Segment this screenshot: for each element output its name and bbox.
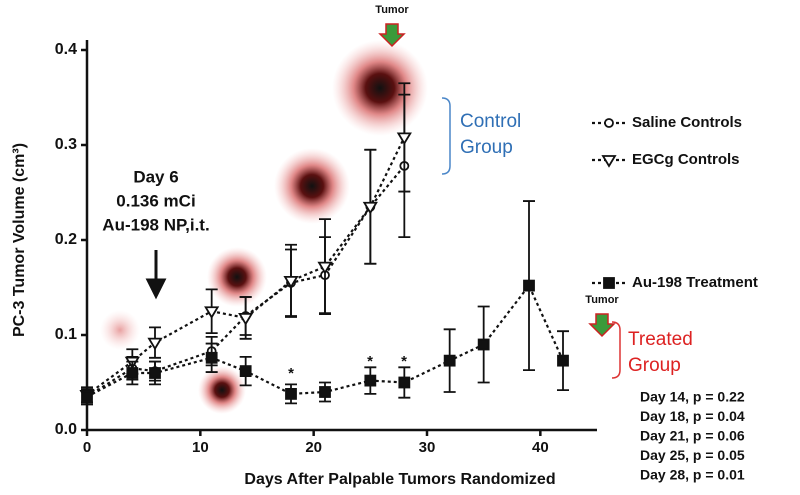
y-tick-label: 0.4 (55, 41, 77, 58)
annotation: Day 6 (133, 167, 178, 186)
significance: * (401, 353, 407, 370)
marker (477, 338, 490, 351)
marker (239, 365, 252, 378)
x-axis-label: Days After Palpable Tumors Randomized (244, 471, 555, 488)
p-value: Day 21, p = 0.06 (640, 428, 745, 444)
marker (443, 354, 456, 367)
marker (319, 386, 331, 398)
y-tick-label: 0.0 (55, 421, 77, 438)
legend-label: Saline Controls (632, 114, 742, 131)
significance: * (288, 365, 294, 382)
annotation: 0.136 mCi (116, 191, 195, 210)
x-tick-label: 0 (83, 439, 91, 456)
marker (81, 390, 93, 403)
marker (126, 367, 139, 379)
treated-brace (611, 321, 621, 379)
marker (364, 374, 377, 387)
marker (205, 351, 218, 364)
p-value: Day 14, p = 0.22 (640, 389, 745, 405)
legend-marker (603, 277, 615, 289)
x-tick-label: 10 (192, 439, 209, 456)
x-tick-label: 30 (419, 439, 436, 456)
marker (283, 275, 299, 289)
legend-marker (604, 118, 614, 128)
x-tick-label: 40 (532, 439, 549, 456)
marker (204, 306, 220, 319)
group-label: Group (628, 355, 681, 376)
annotation: Au-198 NP,i.t. (102, 215, 209, 234)
dose-arrow (145, 250, 167, 300)
marker (238, 313, 254, 326)
legend-label: Au-198 Treatment (632, 274, 758, 291)
tumor-label: Tumor (585, 294, 619, 306)
group-label: Control (460, 111, 521, 132)
tumor-arrow (378, 23, 406, 48)
p-value: Day 18, p = 0.04 (640, 408, 745, 424)
marker (523, 279, 535, 292)
marker (362, 201, 378, 215)
p-value: Day 25, p = 0.05 (640, 447, 745, 463)
legend-marker (601, 155, 617, 168)
tumor-arrow (588, 313, 616, 338)
series-line (86, 136, 406, 396)
marker (398, 376, 411, 389)
legend-label: EGCg Controls (632, 151, 740, 168)
tumor-label: Tumor (375, 4, 409, 16)
y-tick-label: 0.2 (55, 231, 77, 248)
marker (149, 367, 161, 379)
marker (317, 261, 333, 275)
y-tick-label: 0.3 (55, 136, 77, 153)
significance: * (367, 353, 373, 370)
y-axis-label: PC-3 Tumor Volume (cm³) (11, 143, 28, 337)
x-tick-label: 20 (305, 439, 322, 456)
series-line (86, 165, 406, 398)
p-value: Day 28, p = 0.01 (640, 467, 745, 483)
control-brace (441, 97, 451, 175)
marker (285, 387, 297, 400)
marker (557, 354, 569, 367)
marker (396, 132, 412, 146)
y-tick-label: 0.1 (55, 326, 77, 343)
group-label: Treated (628, 329, 693, 350)
marker (147, 337, 163, 351)
group-label: Group (460, 137, 513, 158)
